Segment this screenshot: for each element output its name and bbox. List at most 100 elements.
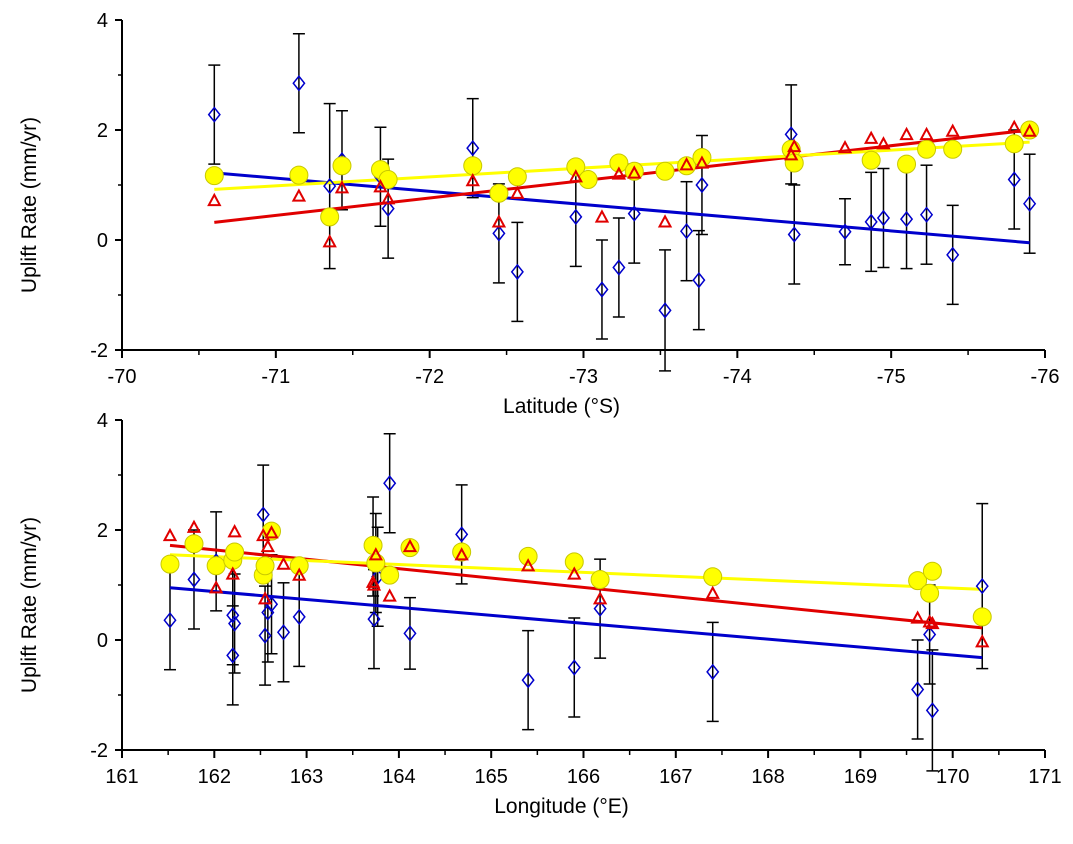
blue-trend-line <box>169 586 983 660</box>
blue-diamond-point <box>612 259 626 276</box>
red-triangle-point <box>837 139 853 154</box>
yellow-circle-point <box>507 167 527 187</box>
yellow-circle-point <box>703 567 723 587</box>
red-triangle-point <box>568 169 583 183</box>
red-triangle-point <box>945 123 960 137</box>
x-tick-label: 171 <box>1028 766 1061 788</box>
x-tick-label: 165 <box>475 766 508 788</box>
red-triangle-point <box>975 634 990 648</box>
x-tick-label: 166 <box>567 766 600 788</box>
blue-diamond-point <box>292 608 306 626</box>
yellow-circle-point <box>609 153 629 173</box>
blue-diamond-point <box>367 610 381 628</box>
blue-diamond-point <box>403 625 417 642</box>
yellow-circle-point <box>897 154 917 174</box>
red-triangle-point <box>257 591 273 605</box>
red-triangle-point <box>264 525 279 539</box>
red-triangle-point <box>919 126 934 141</box>
blue-diamond-point <box>226 607 240 624</box>
yellow-circle-point <box>160 554 180 574</box>
red-triangle-point <box>207 192 222 207</box>
blue-diamond-point <box>163 611 177 629</box>
blue-diamond-point <box>680 222 694 240</box>
yellow-circle-point <box>566 157 586 177</box>
longitude-panel: -2 0 2 4 161 162 163 164 165 166 167 168 169 170 171 Lo… <box>18 410 1062 818</box>
x-tick-label: 167 <box>659 766 692 788</box>
yellow-circle-point <box>463 156 483 176</box>
blue-diamond-point <box>276 624 291 641</box>
red-triangle-point <box>863 130 879 144</box>
blue-diamond-point <box>323 177 337 195</box>
yellow-circle-point <box>366 553 386 573</box>
y-tick-label: -2 <box>90 740 108 762</box>
yellow-circle-point <box>920 583 940 603</box>
x-axis-label: Longitude (°E) <box>494 795 628 818</box>
blue-diamond-point <box>258 627 272 644</box>
red-triangle-point <box>334 180 350 194</box>
red-triangle-point <box>925 615 940 630</box>
yellow-circle-point <box>1004 134 1024 154</box>
red-triangle-point <box>520 558 536 572</box>
red-triangle-point <box>402 538 418 553</box>
blue-diamond-point <box>923 626 937 643</box>
red-triangle-point <box>567 566 582 580</box>
blue-diamond-point <box>695 176 709 194</box>
red-triangle-point <box>256 527 271 542</box>
blue-diamond-point <box>1007 171 1021 188</box>
blue-diamond-point <box>1023 195 1037 212</box>
yellow-circle-point <box>943 139 963 159</box>
y-axis-label: Uplift Rate (mm/yr) <box>18 517 41 693</box>
red-triangle-point <box>922 614 937 628</box>
red-triangle-point <box>186 519 202 533</box>
blue-diamond-point <box>567 659 581 676</box>
blue-diamond-point <box>521 671 535 689</box>
blue-diamond-point <box>658 302 672 319</box>
y-tick-label: 2 <box>97 120 108 142</box>
yellow-circle-point <box>255 556 275 576</box>
blue-diamond-point <box>595 281 609 298</box>
blue-diamond-point <box>510 263 524 281</box>
blue-diamond-point <box>228 615 242 632</box>
yellow-circle-point <box>518 546 538 566</box>
x-tick-label: -71 <box>261 366 290 388</box>
blue-diamond-point <box>911 681 925 698</box>
red-triangle-point <box>1007 119 1022 133</box>
yellow-circle-point <box>564 552 584 572</box>
blue-diamond-point <box>256 506 270 523</box>
blue-diamond-point <box>207 106 221 123</box>
blue-trend-line <box>214 171 1030 245</box>
red-triangle-point <box>910 610 925 624</box>
red-triangle-point <box>491 214 507 228</box>
x-tick-label: -74 <box>723 366 752 388</box>
y-tick-label: 4 <box>97 410 108 432</box>
blue-diamond-point <box>381 200 395 217</box>
blue-diamond-point <box>899 210 914 228</box>
x-tick-label: -73 <box>569 366 598 388</box>
yellow-circle-point <box>452 542 472 562</box>
red-triangle-point <box>592 591 608 605</box>
x-tick-label: 169 <box>844 766 877 788</box>
yellow-circle-point <box>184 534 204 554</box>
blue-diamond-point <box>226 647 240 664</box>
yellow-circle-point <box>225 542 245 562</box>
x-tick-label: 162 <box>198 766 231 788</box>
red-triangle-point <box>276 556 291 570</box>
blue-diamond-point <box>838 223 852 240</box>
blue-diamond-point <box>264 596 279 613</box>
yellow-circle-point <box>289 165 309 185</box>
red-triangle-point <box>260 538 276 553</box>
yellow-circle-point <box>908 571 928 591</box>
blue-diamond-point <box>787 226 801 243</box>
y-tick-label: 0 <box>97 230 108 252</box>
red-triangle-point <box>162 527 178 542</box>
y-tick-label: -2 <box>90 340 108 362</box>
blue-diamond-point <box>919 206 934 223</box>
red-triangle-point <box>899 126 914 141</box>
yellow-circle-point <box>590 570 610 589</box>
blue-diamond-point <box>187 571 201 588</box>
blue-diamond-point <box>593 600 607 617</box>
blue-diamond-point <box>975 577 989 595</box>
red-triangle-point <box>291 188 307 202</box>
blue-diamond-point <box>466 139 480 157</box>
